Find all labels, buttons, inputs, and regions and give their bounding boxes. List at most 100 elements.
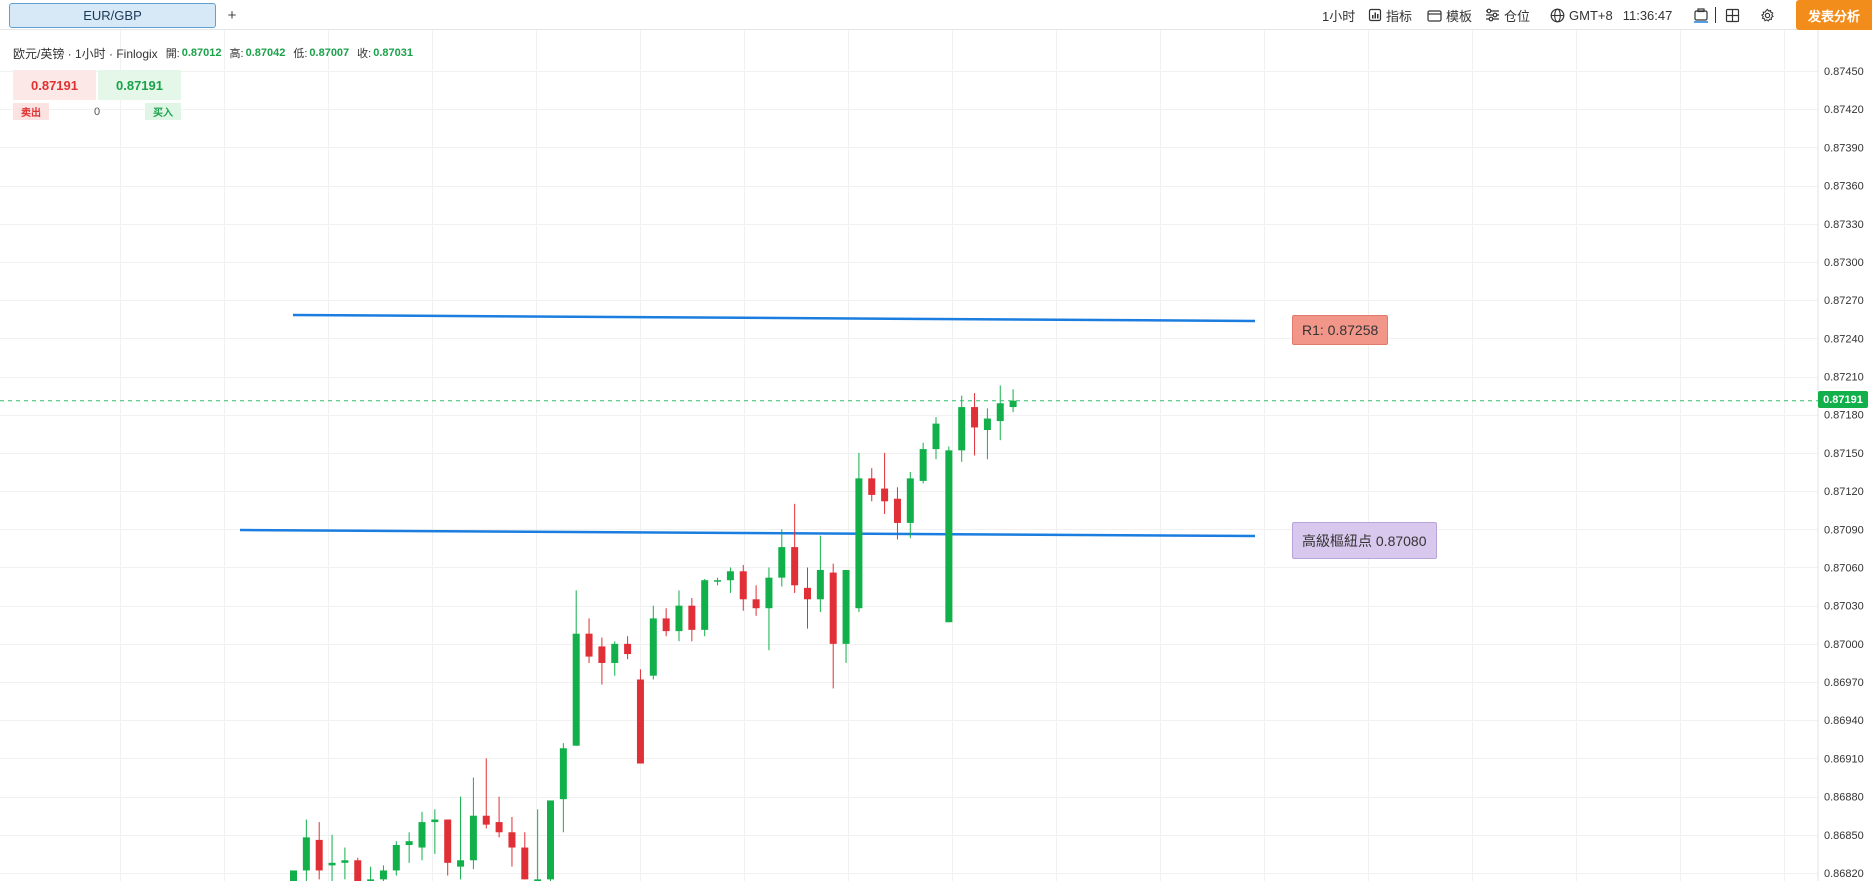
candle-body bbox=[302, 837, 310, 871]
interval-button[interactable]: 1小时 bbox=[1322, 6, 1355, 24]
high-value: 0.87042 bbox=[245, 47, 286, 59]
candle-body bbox=[572, 633, 580, 746]
timezone-button[interactable]: GMT+8 11:36:47 bbox=[1550, 6, 1672, 24]
layout-button[interactable] bbox=[1725, 6, 1740, 24]
templates-button[interactable]: 模板 bbox=[1427, 6, 1472, 24]
candle bbox=[624, 636, 632, 660]
pivot-level-label[interactable]: 高級樞紐点 0.87080 bbox=[1292, 522, 1437, 559]
candle bbox=[765, 567, 773, 651]
candle-body bbox=[508, 832, 516, 848]
candle bbox=[405, 832, 413, 863]
candle bbox=[778, 529, 786, 587]
candle bbox=[829, 563, 837, 689]
candle-body bbox=[418, 822, 426, 848]
price-axis[interactable]: 0.87450 0.87420 0.87390 0.87360 0.87330 0.873… bbox=[1824, 66, 1864, 880]
indicators-label: 指标 bbox=[1386, 8, 1413, 24]
top-toolbar: EUR/GBP + 1小时 指标 模板 仓位 GMT+8 11:36:47 bbox=[0, 0, 1872, 30]
candle-body bbox=[457, 860, 465, 867]
price-tick-label: 0.86910 bbox=[1824, 753, 1864, 765]
candle-body bbox=[765, 577, 773, 609]
price-tick-label: 0.87450 bbox=[1824, 66, 1864, 78]
toolbar-divider bbox=[1715, 7, 1716, 23]
candle bbox=[983, 408, 991, 460]
candle-body bbox=[469, 815, 477, 861]
candle-body bbox=[444, 819, 452, 863]
screenshot-button[interactable] bbox=[1693, 6, 1709, 24]
settings-button[interactable] bbox=[1760, 6, 1775, 24]
price-tick-label: 0.87390 bbox=[1824, 142, 1864, 154]
candle bbox=[598, 637, 606, 685]
candle bbox=[893, 487, 901, 540]
price-tick-label: 0.87150 bbox=[1824, 448, 1864, 460]
buy-price-button[interactable]: 0.87191 bbox=[98, 70, 181, 100]
positions-button[interactable]: 仓位 bbox=[1485, 6, 1530, 24]
indicators-button[interactable]: 指标 bbox=[1368, 6, 1412, 24]
candle-body bbox=[290, 870, 297, 881]
candle-body bbox=[906, 478, 914, 523]
candle-body bbox=[482, 815, 490, 825]
symbol-tab-eurgbp[interactable]: EUR/GBP bbox=[9, 3, 216, 28]
candle bbox=[636, 669, 644, 764]
candles bbox=[290, 385, 1017, 881]
price-tick-label: 0.87360 bbox=[1824, 181, 1864, 193]
sell-price-button[interactable]: 0.87191 bbox=[13, 70, 96, 100]
candle bbox=[508, 816, 516, 867]
candle bbox=[649, 605, 657, 680]
candle-body bbox=[868, 478, 876, 495]
pivot-level-line[interactable] bbox=[239, 528, 1256, 538]
trade-widget: 0.87191 0.87191 卖出 0 买入 bbox=[13, 70, 181, 122]
candle bbox=[726, 567, 734, 593]
positions-label: 仓位 bbox=[1504, 8, 1531, 24]
pivot-level-text: 高級樞紐点 0.87080 bbox=[1302, 532, 1427, 549]
candle-body bbox=[559, 748, 567, 800]
add-tab-button[interactable]: + bbox=[227, 6, 237, 24]
price-tick-label: 0.87210 bbox=[1824, 372, 1864, 384]
candle-body bbox=[405, 841, 413, 845]
templates-label: 模板 bbox=[1446, 8, 1473, 24]
candle-body bbox=[624, 643, 632, 655]
price-tick-label: 0.87030 bbox=[1824, 601, 1864, 613]
r1-level-line[interactable] bbox=[292, 313, 1256, 323]
candle-body bbox=[662, 618, 670, 632]
sliders-icon bbox=[1485, 8, 1500, 22]
r1-level-label[interactable]: R1: 0.87258 bbox=[1292, 315, 1389, 345]
candle-body bbox=[881, 488, 889, 502]
candle bbox=[804, 567, 811, 629]
candle-body bbox=[945, 450, 953, 623]
candle-body bbox=[1009, 400, 1017, 408]
candle bbox=[341, 847, 349, 880]
price-tick-label: 0.87180 bbox=[1824, 410, 1864, 422]
candlestick-chart[interactable]: 0.87450 0.87420 0.87390 0.87360 0.87330 0.873… bbox=[0, 30, 1872, 881]
candle bbox=[791, 503, 799, 593]
candle bbox=[444, 819, 452, 876]
candle bbox=[585, 618, 593, 663]
candle bbox=[418, 811, 426, 861]
candle-body bbox=[739, 571, 747, 600]
candle bbox=[547, 800, 554, 881]
candle-body bbox=[893, 498, 901, 523]
candle-body bbox=[958, 407, 966, 451]
price-tick-label: 0.87300 bbox=[1824, 257, 1864, 269]
candle bbox=[662, 608, 670, 637]
high-label: 高: bbox=[229, 48, 244, 60]
quantity-input[interactable]: 0 bbox=[93, 105, 101, 118]
candle bbox=[572, 590, 580, 746]
candle-body bbox=[611, 643, 619, 663]
price-tick-label: 0.87420 bbox=[1824, 104, 1864, 116]
candle bbox=[688, 598, 696, 642]
candle bbox=[495, 796, 503, 838]
candle bbox=[469, 777, 477, 870]
candle bbox=[521, 832, 529, 880]
camera-icon bbox=[1693, 7, 1709, 23]
candle-body bbox=[379, 870, 387, 880]
candle-body bbox=[315, 839, 323, 871]
buy-button[interactable]: 买入 bbox=[145, 103, 181, 120]
candle-body bbox=[778, 547, 786, 578]
sell-button[interactable]: 卖出 bbox=[13, 103, 49, 120]
candle-body bbox=[534, 879, 542, 881]
candle bbox=[701, 578, 709, 637]
candle bbox=[482, 758, 490, 829]
price-tick-label: 0.86850 bbox=[1824, 830, 1864, 842]
price-tick-label: 0.87060 bbox=[1824, 562, 1864, 574]
publish-analysis-button[interactable]: 发表分析 bbox=[1796, 0, 1872, 30]
